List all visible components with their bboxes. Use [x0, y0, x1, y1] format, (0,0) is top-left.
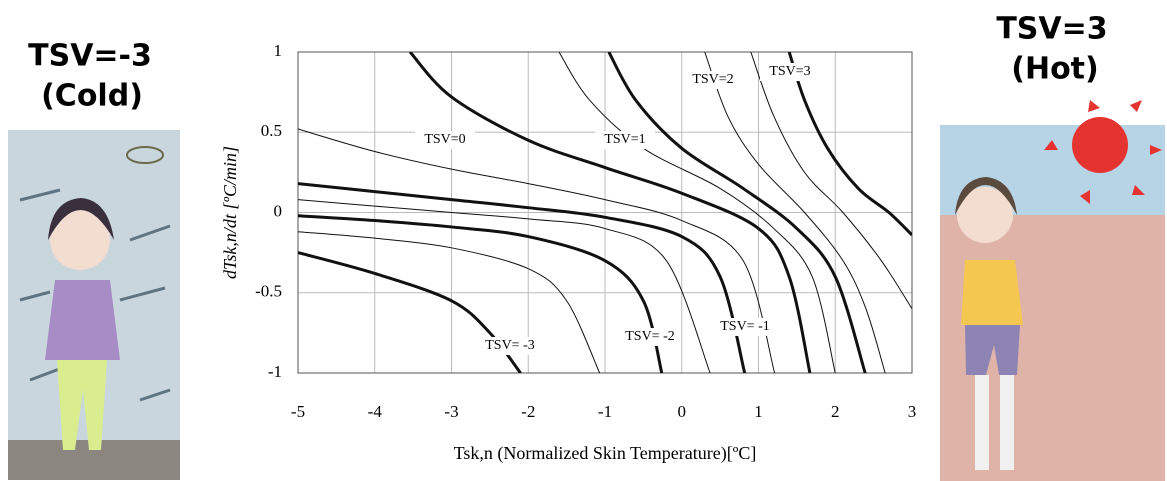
y-tick-label: 0: [274, 201, 283, 220]
y-tick-label: 0.5: [261, 121, 282, 140]
left-subtitle: (Cold): [41, 79, 143, 114]
y-tick-label: 1: [274, 41, 283, 60]
hot-illustration: [940, 100, 1165, 481]
y-axis-label: dTsk,n/dt [ºC/min]: [220, 146, 240, 279]
annotation-bg: [415, 131, 475, 149]
curve: [408, 52, 812, 373]
x-tick-label: 0: [678, 402, 687, 421]
x-tick-label: 2: [831, 402, 840, 421]
annotation: TSV= -2: [625, 329, 675, 344]
annotation: TSV=1: [604, 132, 645, 147]
annotation-bg: [595, 131, 655, 149]
x-tick-label: -5: [291, 402, 305, 421]
annotation: TSV= -3: [485, 338, 535, 353]
curve: [704, 52, 886, 373]
annotation: TSV=2: [692, 72, 733, 87]
annotation-bg: [760, 63, 820, 81]
x-tick-label: -4: [368, 402, 383, 421]
annotation: TSV=3: [769, 64, 810, 79]
annotation-bg: [480, 337, 540, 355]
curve: [558, 52, 836, 373]
x-tick-label: -2: [521, 402, 535, 421]
cold-illustration: [8, 130, 180, 480]
left-title: TSV=-3: [28, 39, 152, 74]
y-tick-label: -1: [268, 362, 282, 381]
x-tick-label: -1: [598, 402, 612, 421]
annotation-bg: [620, 328, 680, 346]
curve: [298, 128, 776, 373]
annotation-bg: [683, 71, 743, 89]
curve: [298, 182, 747, 373]
annotation: TSV=0: [424, 132, 465, 147]
annotation-bg: [715, 318, 775, 336]
curve: [298, 231, 601, 373]
right-title: TSV=3: [996, 12, 1107, 47]
curve: [607, 52, 867, 373]
x-tick-label: -3: [444, 402, 458, 421]
right-subtitle: (Hot): [1011, 52, 1098, 87]
y-tick-label: -0.5: [255, 282, 282, 301]
plot-frame: [297, 51, 913, 374]
curve: [787, 52, 912, 237]
annotation: TSV= -1: [720, 319, 770, 334]
x-tick-label: 1: [754, 402, 763, 421]
x-tick-label: 3: [908, 402, 917, 421]
curve: [750, 52, 912, 310]
plot: -5 -4 -3 -2 -1 0 1 2 3 -1 -0.5 0 0.5 1 Tsk,n (Normaliz…: [220, 41, 916, 464]
curve: [298, 199, 711, 373]
curve: [298, 214, 664, 373]
x-axis-label: Tsk,n (Normalized Skin Temperature)[ºC]: [454, 443, 757, 464]
